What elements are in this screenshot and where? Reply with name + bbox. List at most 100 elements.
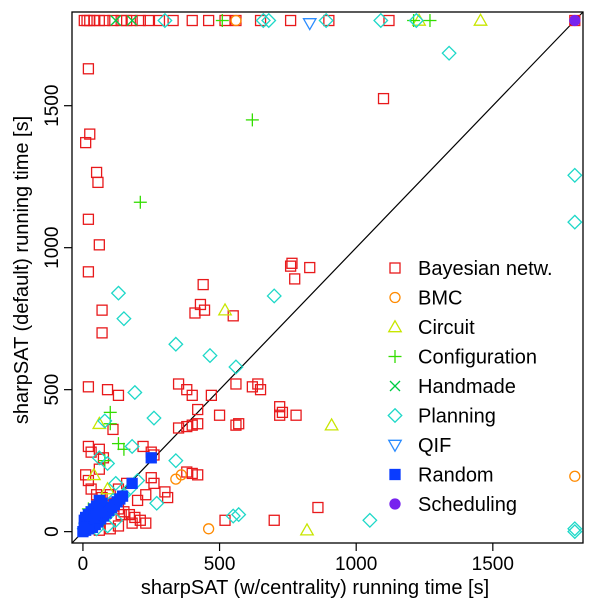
data-point: [197, 278, 209, 291]
y-axis-ticks: 0 500 1000 1500: [42, 85, 72, 537]
data-point: [168, 336, 184, 352]
data-point: [93, 506, 105, 518]
legend-label: Handmade: [418, 376, 516, 398]
legend-marker-icon: [388, 350, 402, 363]
plot-border: [71, 11, 584, 544]
data-point: [140, 489, 152, 501]
data-point: [145, 452, 157, 464]
legend-item: Circuit: [387, 317, 475, 339]
data-point: [567, 214, 583, 230]
data-point: [126, 14, 138, 27]
data-point: [91, 450, 107, 466]
data-point: [82, 440, 95, 453]
data-point: [261, 12, 277, 29]
data-point: [131, 494, 144, 507]
data-point: [441, 45, 457, 61]
legend-item: Handmade: [389, 376, 516, 398]
data-point: [133, 195, 147, 209]
legend-label: QIF: [418, 435, 451, 457]
data-point: [134, 14, 146, 27]
data-point: [111, 437, 125, 451]
data-point: [286, 257, 298, 269]
data-point: [78, 521, 90, 534]
data-point: [324, 417, 339, 431]
data-point: [245, 113, 259, 127]
legend-item: Scheduling: [389, 494, 517, 516]
series-8: [569, 14, 581, 27]
data-point: [255, 12, 271, 29]
legend-marker-icon: [387, 319, 403, 333]
data-point: [82, 266, 95, 278]
legend-label: Random: [418, 465, 494, 487]
data-point: [213, 409, 226, 421]
data-point: [82, 381, 95, 393]
data-point: [423, 14, 437, 28]
data-point: [383, 14, 395, 27]
diagonal-reference-line: [71, 11, 584, 544]
legend-item: Configuration: [388, 347, 537, 369]
legend-item: Random: [389, 465, 494, 487]
data-point: [161, 491, 174, 504]
data-point: [312, 501, 324, 514]
data-point: [202, 347, 218, 364]
data-point: [569, 14, 581, 27]
data-point: [103, 405, 117, 419]
data-point: [254, 14, 267, 27]
data-point: [84, 128, 96, 140]
data-point: [254, 384, 267, 396]
legend-marker-icon: [389, 380, 401, 392]
data-point: [569, 470, 581, 482]
data-point: [96, 327, 108, 339]
data-point: [101, 384, 114, 396]
y-tick-label: 1000: [42, 227, 63, 269]
data-point: [233, 418, 245, 430]
legend-label: Configuration: [418, 347, 537, 369]
legend-marker-icon: [389, 262, 401, 274]
legend-marker-icon: [387, 439, 403, 453]
data-point: [92, 176, 104, 189]
data-point: [377, 92, 390, 105]
legend-label: Scheduling: [418, 494, 517, 516]
data-point: [126, 15, 138, 26]
data-point: [104, 523, 116, 535]
data-point: [81, 14, 93, 27]
data-point: [230, 14, 242, 27]
diagonal-line: [71, 11, 584, 544]
data-point: [225, 508, 241, 524]
data-point: [107, 14, 119, 27]
data-point: [82, 213, 95, 225]
data-point: [142, 14, 155, 27]
data-point: [159, 486, 171, 498]
series-0: [78, 14, 581, 536]
legend-marker-icon: [387, 407, 403, 424]
data-point: [266, 288, 282, 304]
x-tick-label: 1000: [335, 554, 377, 575]
y-tick-label: 0: [42, 526, 63, 537]
legend-label: Planning: [418, 406, 496, 428]
data-point: [215, 14, 229, 28]
data-point: [318, 12, 334, 29]
data-point: [99, 455, 116, 472]
data-point: [82, 474, 95, 487]
data-point: [567, 521, 583, 537]
legend-item: Planning: [387, 406, 496, 428]
data-point: [299, 522, 315, 536]
data-point: [93, 239, 105, 251]
data-point: [116, 311, 132, 327]
data-point: [112, 389, 125, 401]
data-point: [289, 273, 301, 285]
data-point: [145, 472, 157, 484]
legend-label: Bayesian netw.: [418, 258, 553, 280]
data-point: [97, 413, 113, 429]
x-tick-label: 1500: [472, 554, 514, 575]
data-point: [205, 389, 218, 401]
plot-frame: [71, 11, 584, 544]
data-point: [304, 261, 316, 274]
data-point: [323, 14, 335, 27]
data-point: [146, 410, 162, 426]
data-point: [93, 443, 105, 455]
data-point: [186, 389, 198, 401]
data-point: [302, 18, 318, 31]
data-point: [168, 452, 184, 469]
